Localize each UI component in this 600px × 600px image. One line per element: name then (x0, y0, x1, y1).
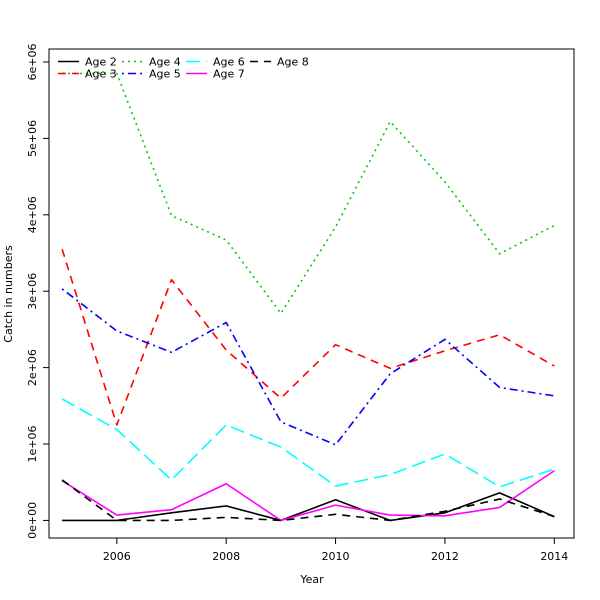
legend-label: Age 8 (277, 56, 309, 69)
y-axis: 0e+00 1e+06 2e+06 3e+06 4e+06 5e+06 6e+06 (26, 43, 49, 539)
series-line-age-6 (61, 398, 555, 488)
x-tick-label: 2008 (212, 550, 240, 563)
series-line-age-8 (61, 479, 555, 522)
legend-label: Age 2 (85, 56, 117, 69)
x-tick-label: 2014 (540, 550, 568, 563)
series-line-age-3 (61, 248, 555, 426)
legend-label: Age 7 (213, 68, 245, 81)
x-axis: 2006 2008 2010 2012 2014 (103, 538, 568, 563)
legend-label: Age 4 (149, 56, 181, 69)
plot-frame (48, 48, 575, 539)
y-tick-label: 4e+06 (26, 196, 39, 233)
y-tick-label: 6e+06 (26, 43, 39, 80)
y-tick-label: 0e+00 (26, 502, 39, 539)
y-tick-label: 5e+06 (26, 120, 39, 157)
legend-label: Age 5 (149, 68, 181, 81)
series-line-age-7 (61, 470, 555, 522)
x-axis-title: Year (299, 573, 324, 586)
y-tick-label: 2e+06 (26, 349, 39, 386)
series-line-age-2 (62, 492, 555, 522)
y-axis-title: Catch in numbers (2, 245, 15, 343)
x-tick-label: 2006 (103, 550, 131, 563)
legend-label: Age 6 (213, 56, 245, 69)
series-line-age-5 (61, 288, 555, 446)
y-tick-label: 1e+06 (26, 426, 39, 463)
y-tick-label: 3e+06 (26, 273, 39, 310)
x-tick-label: 2012 (431, 550, 459, 563)
series-group (61, 72, 555, 522)
x-tick-label: 2010 (322, 550, 350, 563)
series-line-age-4 (62, 72, 555, 315)
legend-label: Age 3 (85, 68, 117, 81)
